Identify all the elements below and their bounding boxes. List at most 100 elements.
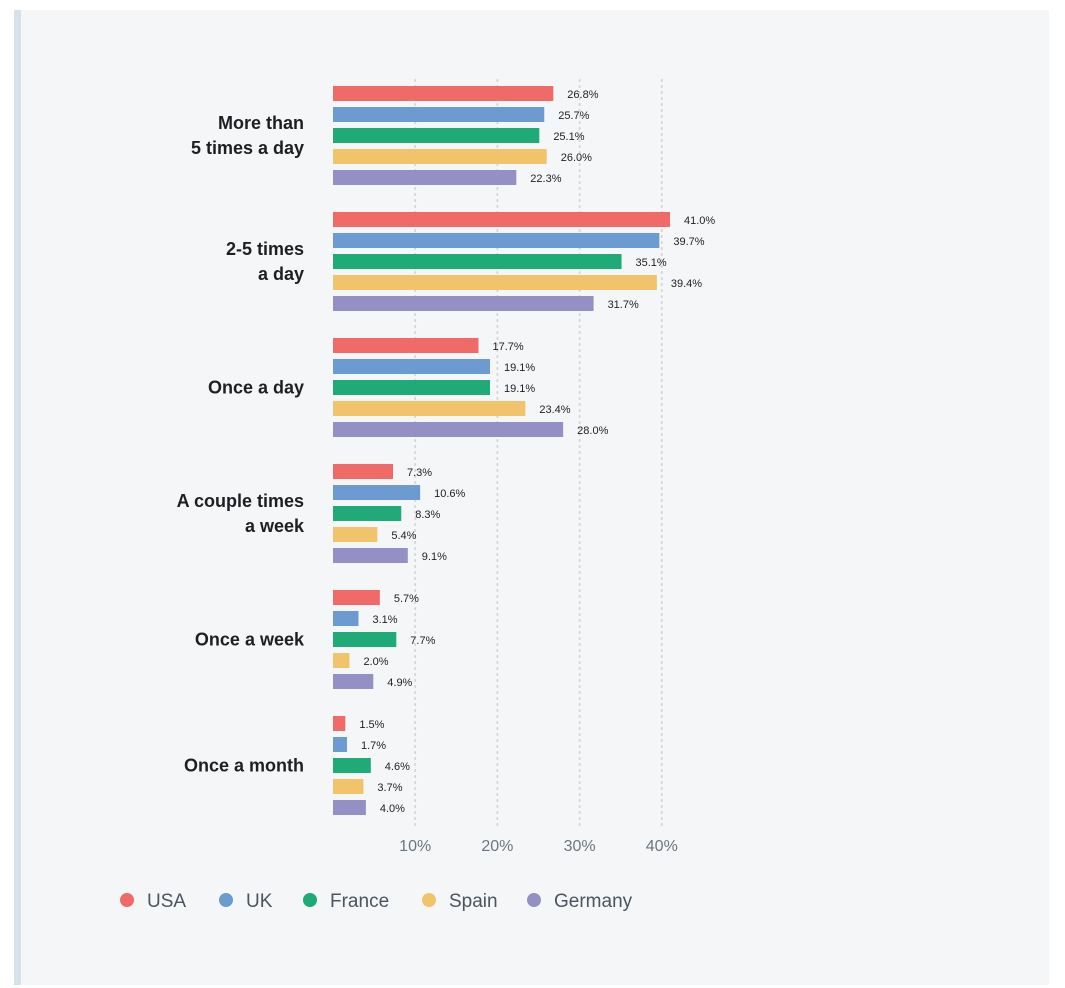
value-label: 3.1% [372, 614, 397, 626]
tick-label: 40% [646, 838, 678, 855]
legend-item-usa[interactable]: USA [120, 891, 186, 912]
legend-item-uk[interactable]: UK [219, 891, 273, 912]
bar-france [333, 632, 397, 647]
value-label: 1.5% [359, 719, 384, 731]
value-label: 3.7% [377, 782, 402, 794]
legend-label: France [330, 891, 389, 912]
value-label: 7.3% [407, 467, 432, 479]
bar-group: 1.5% 1.7% 4.6% 3.7% 4.0% [333, 716, 410, 815]
bar-germany [333, 422, 564, 437]
bar-usa [333, 464, 394, 479]
value-label: 19.1% [504, 383, 535, 395]
value-label: 17.7% [492, 341, 523, 353]
bar-uk [333, 611, 359, 626]
value-label: 1.7% [361, 740, 386, 752]
tick-label: 30% [564, 838, 596, 855]
bar-spain [333, 401, 526, 416]
legend-label: Spain [449, 891, 498, 912]
bar-germany [333, 170, 517, 185]
bar-france [333, 758, 371, 773]
bar-uk [333, 359, 491, 374]
category-label-line: More than [218, 113, 304, 133]
value-label: 26.0% [561, 152, 592, 164]
bar-france [333, 128, 540, 143]
value-label: 39.7% [673, 236, 704, 248]
value-label: 9.1% [422, 551, 447, 563]
category-label: A couple times a week [177, 491, 305, 536]
value-label: 7.7% [410, 635, 435, 647]
bar-group: 41.0% 39.7% 35.1% 39.4% 31.7% [333, 212, 715, 311]
bar-france [333, 506, 402, 521]
category-label: 2-5 times a day [226, 239, 304, 284]
bar-spain [333, 779, 364, 794]
tick-label: 20% [481, 838, 513, 855]
category-label-line: A couple times [177, 491, 304, 511]
category-label: Once a month [184, 756, 304, 776]
value-label: 5.7% [394, 593, 419, 605]
legend-item-france[interactable]: France [303, 891, 389, 912]
legend-label: Germany [554, 891, 633, 912]
category-label-line: Once a month [184, 756, 304, 776]
bar-group: 17.7% 19.1% 19.1% 23.4% 28.0% [333, 338, 609, 437]
category-label-line: Once a day [208, 378, 304, 398]
value-label: 25.7% [558, 110, 589, 122]
value-label: 4.9% [387, 677, 412, 689]
bar-uk [333, 107, 545, 122]
category-labels: More than 5 times a day 2-5 times a day Once… [177, 113, 305, 776]
value-label: 39.4% [671, 278, 702, 290]
legend-label: USA [147, 891, 186, 912]
bar-spain [333, 527, 378, 542]
bar-group: 26.8% 25.7% 25.1% 26.0%22.3% [333, 86, 599, 185]
value-label: 41.0% [684, 215, 715, 227]
bar-usa [333, 590, 380, 605]
legend: USA UK France Spain Germany [120, 891, 633, 912]
bar-group: 5.7% 3.1% 7.7% 2.0% 4.9% [333, 590, 436, 689]
value-label: 4.6% [385, 761, 410, 773]
bar-usa [333, 716, 346, 731]
value-label: 25.1% [553, 131, 584, 143]
legend-item-germany[interactable]: Germany [527, 891, 633, 912]
bar-uk [333, 233, 660, 248]
category-label-line: a week [245, 516, 305, 536]
category-label-line: 2-5 times [226, 239, 304, 259]
bar-spain [333, 149, 547, 164]
value-label: 8.3% [415, 509, 440, 521]
bar-germany [333, 800, 366, 815]
legend-marker [303, 893, 317, 907]
legend-label: UK [246, 891, 273, 912]
grid-lines [414, 79, 663, 827]
category-label-line: Once a week [195, 630, 305, 650]
value-label: 19.1% [504, 362, 535, 374]
chart-card [14, 10, 1049, 985]
category-label-line: 5 times a day [191, 138, 304, 158]
tick-label: 10% [399, 838, 431, 855]
value-label: 31.7% [608, 299, 639, 311]
bar-uk [333, 485, 421, 500]
value-label: 5.4% [391, 530, 416, 542]
category-label-line: a day [258, 264, 304, 284]
bar-uk [333, 737, 347, 752]
value-label: 22.3% [530, 173, 561, 185]
bar-germany [333, 674, 374, 689]
card-accent-bar [14, 10, 21, 985]
bar-france [333, 380, 491, 395]
bar-france [333, 254, 622, 269]
bar-usa [333, 86, 554, 101]
value-label: 23.4% [539, 404, 570, 416]
x-axis-ticks: 10% 20% 30% 40% [399, 838, 678, 855]
category-label: Once a day [208, 378, 304, 398]
value-label: 35.1% [636, 257, 667, 269]
category-label: More than 5 times a day [191, 113, 304, 158]
bar-usa [333, 212, 671, 227]
bar-germany [333, 548, 408, 563]
legend-marker [219, 893, 233, 907]
legend-item-spain[interactable]: Spain [422, 891, 498, 912]
bar-groups: 26.8% 25.7% 25.1% 26.0%22.3% 41.0% 39.7% 35.1%… [333, 86, 715, 815]
bar-group: 7.3%10.6% 8.3% 5.4% 9.1% [333, 464, 466, 563]
bar-germany [333, 296, 594, 311]
value-label: 2.0% [363, 656, 388, 668]
bar-spain [333, 275, 657, 290]
value-label: 28.0% [577, 425, 608, 437]
value-label: 10.6% [434, 488, 465, 500]
